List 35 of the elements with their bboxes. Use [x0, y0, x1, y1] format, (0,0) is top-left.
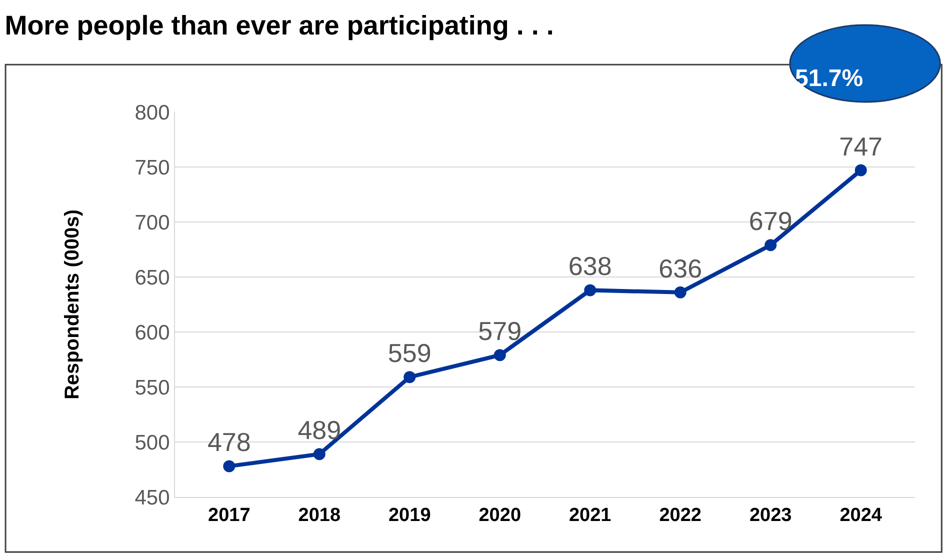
- chart-title: More people than ever are participating . . .: [4, 10, 554, 40]
- text: 51.7%: [795, 65, 864, 92]
- data-label: 747: [839, 131, 883, 162]
- x-tick-label: 2020: [478, 504, 522, 526]
- x-tick-label: 2018: [298, 504, 341, 526]
- point: [764, 239, 777, 252]
- data-label: 559: [388, 338, 432, 368]
- y-tick-label: 600: [134, 321, 170, 344]
- y-tick-label: 500: [134, 431, 170, 454]
- data-label: 478: [207, 427, 251, 458]
- y-tick-label: 650: [134, 266, 170, 290]
- point: [584, 284, 596, 296]
- data-label: 636: [658, 253, 702, 284]
- y-tick-label: 750: [134, 156, 170, 180]
- point: [313, 448, 326, 460]
- x-tick-label: 2019: [388, 504, 431, 526]
- data-label: 679: [748, 206, 792, 236]
- x-tick-label: 2021: [568, 504, 612, 526]
- point: [674, 286, 686, 298]
- x-tick-label: 2022: [659, 504, 702, 526]
- y-tick-label: 800: [134, 101, 170, 124]
- point: [223, 460, 236, 472]
- data-label: 489: [298, 415, 342, 446]
- x-tick-label: 2023: [749, 504, 792, 526]
- x-tick-label: 2024: [840, 504, 882, 526]
- y-tick-label: 450: [134, 486, 170, 510]
- y-tick-label: 550: [134, 376, 170, 400]
- y-tick-label: 700: [134, 211, 170, 234]
- data-label: 638: [568, 251, 612, 282]
- point: [494, 349, 506, 362]
- y-axis-title: Respondents (000s): [61, 209, 84, 400]
- x-tick-label: 2017: [208, 504, 250, 526]
- point: [854, 164, 867, 176]
- data-label: 579: [478, 316, 522, 346]
- point: [404, 371, 416, 384]
